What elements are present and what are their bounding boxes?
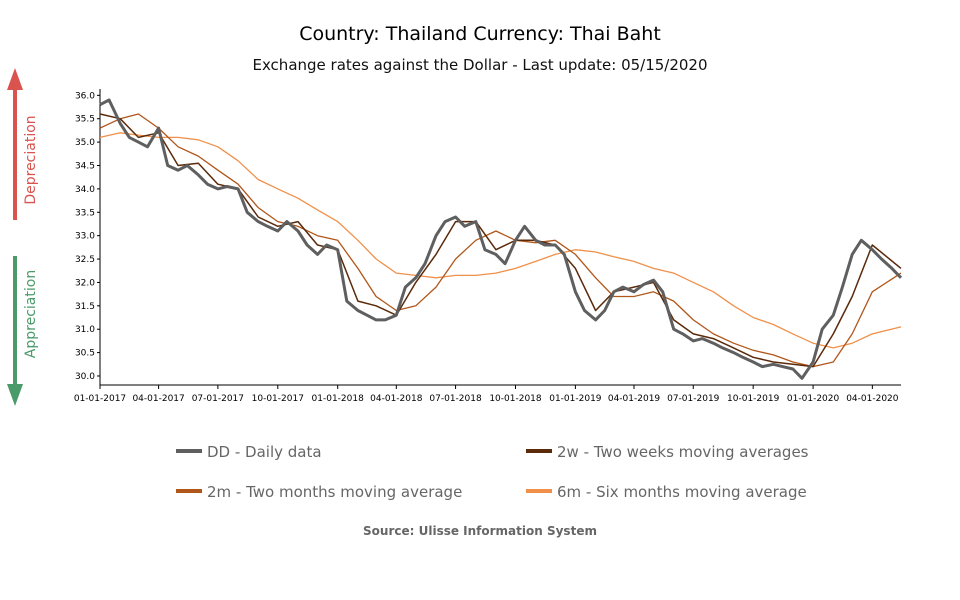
series-line-m2 bbox=[99, 113, 902, 368]
x-tick-label: 04-01-2019 bbox=[608, 394, 661, 404]
y-tick-label: 30.5 bbox=[75, 349, 95, 359]
x-tick-label: 07-01-2018 bbox=[429, 394, 482, 404]
x-tick-label: 01-01-2017 bbox=[74, 394, 126, 404]
appreciation-arrow-shaft bbox=[13, 256, 17, 386]
x-tick-label: 10-01-2017 bbox=[252, 394, 304, 404]
chart-axes: 36.0 35.5 35.0 34.5 34.0 33.5 33.0 32.5 32.0 31.5… bbox=[74, 89, 901, 404]
depreciation-indicator: Depreciation bbox=[7, 68, 39, 220]
legend-swatch-w2 bbox=[526, 449, 552, 453]
x-tick-label: 01-01-2020 bbox=[787, 394, 840, 404]
series-line-m6 bbox=[99, 132, 902, 349]
depreciation-arrow-icon bbox=[7, 68, 23, 90]
legend-label-dd: DD - Daily data bbox=[207, 443, 322, 461]
x-tick-label: 04-01-2020 bbox=[846, 394, 899, 404]
appreciation-indicator: Appreciation bbox=[7, 256, 39, 406]
x-tick-label: 01-01-2019 bbox=[549, 394, 602, 404]
y-tick-label: 35.5 bbox=[75, 115, 95, 125]
x-tick-label: 07-01-2017 bbox=[192, 394, 244, 404]
y-tick-label: 32.5 bbox=[75, 255, 95, 265]
chart-subtitle: Exchange rates against the Dollar - Last… bbox=[252, 56, 707, 74]
appreciation-label: Appreciation bbox=[23, 270, 39, 358]
y-tick-label: 30.0 bbox=[75, 372, 95, 382]
y-tick-label: 31.0 bbox=[75, 325, 95, 335]
x-tick-label: 04-01-2017 bbox=[132, 394, 184, 404]
y-tick-label: 32.0 bbox=[75, 278, 95, 288]
chart-legend: DD - Daily data 2w - Two weeks moving ave… bbox=[176, 443, 809, 501]
legend-label-w2: 2w - Two weeks moving averages bbox=[557, 443, 809, 461]
legend-label-m2: 2m - Two months moving average bbox=[207, 483, 462, 501]
y-tick-label: 33.5 bbox=[75, 208, 95, 218]
depreciation-label: Depreciation bbox=[23, 115, 39, 204]
source-label: Source: Ulisse Information System bbox=[363, 524, 597, 538]
chart-title: Country: Thailand Currency: Thai Baht bbox=[299, 23, 661, 45]
legend-label-m6: 6m - Six months moving average bbox=[557, 483, 807, 501]
y-tick-label: 33.0 bbox=[75, 232, 95, 242]
appreciation-arrow-icon bbox=[7, 384, 23, 406]
x-tick-label: 07-01-2019 bbox=[667, 394, 720, 404]
x-tick-label: 04-01-2018 bbox=[370, 394, 423, 404]
x-tick-label: 10-01-2019 bbox=[727, 394, 780, 404]
y-tick-label: 35.0 bbox=[75, 138, 95, 148]
y-tick-label: 31.5 bbox=[75, 302, 95, 312]
x-tick-label: 10-01-2018 bbox=[489, 394, 542, 404]
chart-lines bbox=[99, 98, 903, 380]
series-line-dd bbox=[99, 98, 903, 380]
legend-swatch-m2 bbox=[176, 489, 202, 493]
legend-swatch-m6 bbox=[526, 489, 552, 493]
y-tick-label: 34.5 bbox=[75, 162, 95, 172]
y-tick-label: 34.0 bbox=[75, 185, 95, 195]
y-tick-label: 36.0 bbox=[75, 91, 95, 101]
depreciation-arrow-shaft bbox=[13, 88, 17, 220]
x-tick-label: 01-01-2018 bbox=[312, 394, 365, 404]
legend-swatch-dd bbox=[176, 449, 202, 453]
